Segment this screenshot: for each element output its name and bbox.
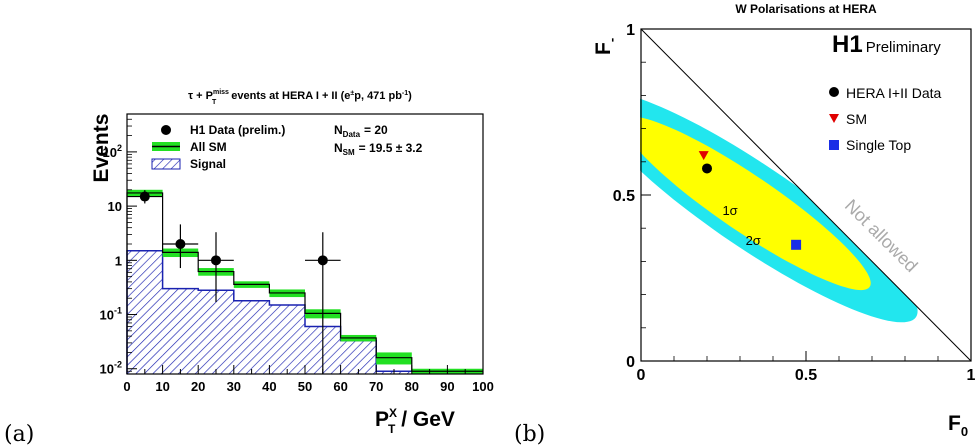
y-tick-label-b: 0.5	[613, 188, 635, 205]
x-tick-label-a: 100	[472, 379, 494, 394]
axes-a: 0 10 20 30 40 50 60 70 80 90 100 10-2 10-1 1 10 102	[100, 113, 494, 394]
y-tick-label-b: 0	[626, 354, 635, 371]
physical-boundary-line	[640, 28, 972, 362]
y-tick-label-b: 1	[626, 22, 635, 39]
signal-bar	[340, 340, 377, 374]
chart-title-b: W Polarisations at HERA	[735, 2, 877, 16]
legend-item-signal: Signal	[151, 157, 226, 171]
signal-bar	[162, 288, 199, 374]
x-tick-label-a: 80	[405, 379, 419, 394]
x-axis-label-b: F0	[948, 412, 968, 439]
point-single-top	[791, 239, 802, 250]
legend-hatch-swatch	[151, 158, 181, 170]
point-hera-data	[702, 163, 712, 174]
y-tick-label-a: 10-1	[100, 306, 122, 323]
legend-label-data: H1 Data (prelim.)	[190, 123, 285, 137]
x-tick-label-b: 1	[967, 367, 976, 384]
data-point	[317, 255, 328, 266]
y-tick-label-a: 10	[108, 199, 122, 214]
x-tick-label-a: 60	[333, 379, 347, 394]
point-sm	[698, 151, 709, 161]
x-tick-label-a: 30	[227, 379, 241, 394]
y-tick-label-a: 10-2	[100, 360, 122, 377]
signal-bar	[269, 304, 305, 374]
contours	[640, 98, 918, 323]
x-tick-label-a: 20	[191, 379, 205, 394]
data-point	[139, 191, 150, 202]
legend-data-marker	[161, 125, 171, 135]
x-tick-label-a: 40	[262, 379, 276, 394]
legend-b: HERA I+II Data SM Single Top	[829, 85, 942, 153]
axes-b: 0 0.5 1 0 0.5 1	[613, 22, 976, 384]
x-axis-label-a: PX T / GeV	[375, 406, 455, 436]
legend-a: H1 Data (prelim.) All SM Signal	[151, 123, 285, 171]
x-tick-label-a: 0	[123, 379, 130, 394]
allsm-line	[126, 192, 483, 374]
contour-region	[640, 117, 871, 291]
legend-label-signal: Signal	[190, 157, 226, 171]
legend-label-sm: SM	[846, 111, 867, 127]
legend-marker-data	[829, 87, 839, 97]
y-axis-label-b: F-	[592, 38, 619, 55]
signal-bar	[127, 250, 163, 374]
data-point	[211, 255, 221, 266]
panel-label-b: (b)	[514, 422, 545, 446]
legend-item-data: H1 Data (prelim.)	[161, 123, 285, 137]
histogram-panel: 0 10 20 30 40 50 60 70 80 90 100 10-2 10-1 1 10 102 τ +…	[90, 89, 494, 436]
x-tick-label-a: 70	[369, 379, 383, 394]
signal-bar	[198, 290, 234, 374]
ndata-text: NData = 20	[334, 123, 388, 139]
legend-marker-singletop	[829, 140, 839, 150]
x-tick-label-b: 0	[637, 367, 646, 384]
allsm-error-band	[376, 352, 412, 365]
panel-label-a: (a)	[4, 422, 34, 446]
x-tick-label-a: 90	[440, 379, 454, 394]
legend-marker-sm	[829, 114, 839, 123]
legend-label-singletop: Single Top	[846, 137, 911, 153]
y-axis-label-a: Events	[90, 114, 113, 183]
y-tick-label-a: 1	[115, 253, 122, 268]
x-tick-label-a: 50	[298, 379, 312, 394]
h1-logo: H1 Preliminary	[832, 31, 941, 58]
legend-item-allsm: All SM	[152, 140, 227, 154]
data-point	[175, 239, 186, 249]
contour-label: 1σ	[722, 203, 737, 218]
x-tick-label-b: 0.5	[795, 367, 817, 384]
signal-bar	[233, 300, 270, 374]
nsm-text: NSM = 19.5 ± 3.2	[334, 141, 423, 157]
chart-title-a: τ + Pmiss T events at HERA I + II (e±p, 4…	[188, 89, 412, 106]
y-tick-label-a: 102	[103, 143, 122, 160]
contour-labels: 2σ 1σ	[722, 203, 760, 248]
x-tick-label-a: 10	[155, 379, 169, 394]
histogram-bars	[126, 189, 483, 374]
contour-label: 2σ	[746, 233, 761, 248]
legend-label-allsm: All SM	[190, 140, 227, 154]
legend-label-hera: HERA I+II Data	[846, 85, 942, 101]
event-counts: NData = 20 NSM = 19.5 ± 3.2	[334, 123, 423, 157]
data-points	[127, 190, 341, 374]
polarisation-points	[698, 151, 802, 250]
